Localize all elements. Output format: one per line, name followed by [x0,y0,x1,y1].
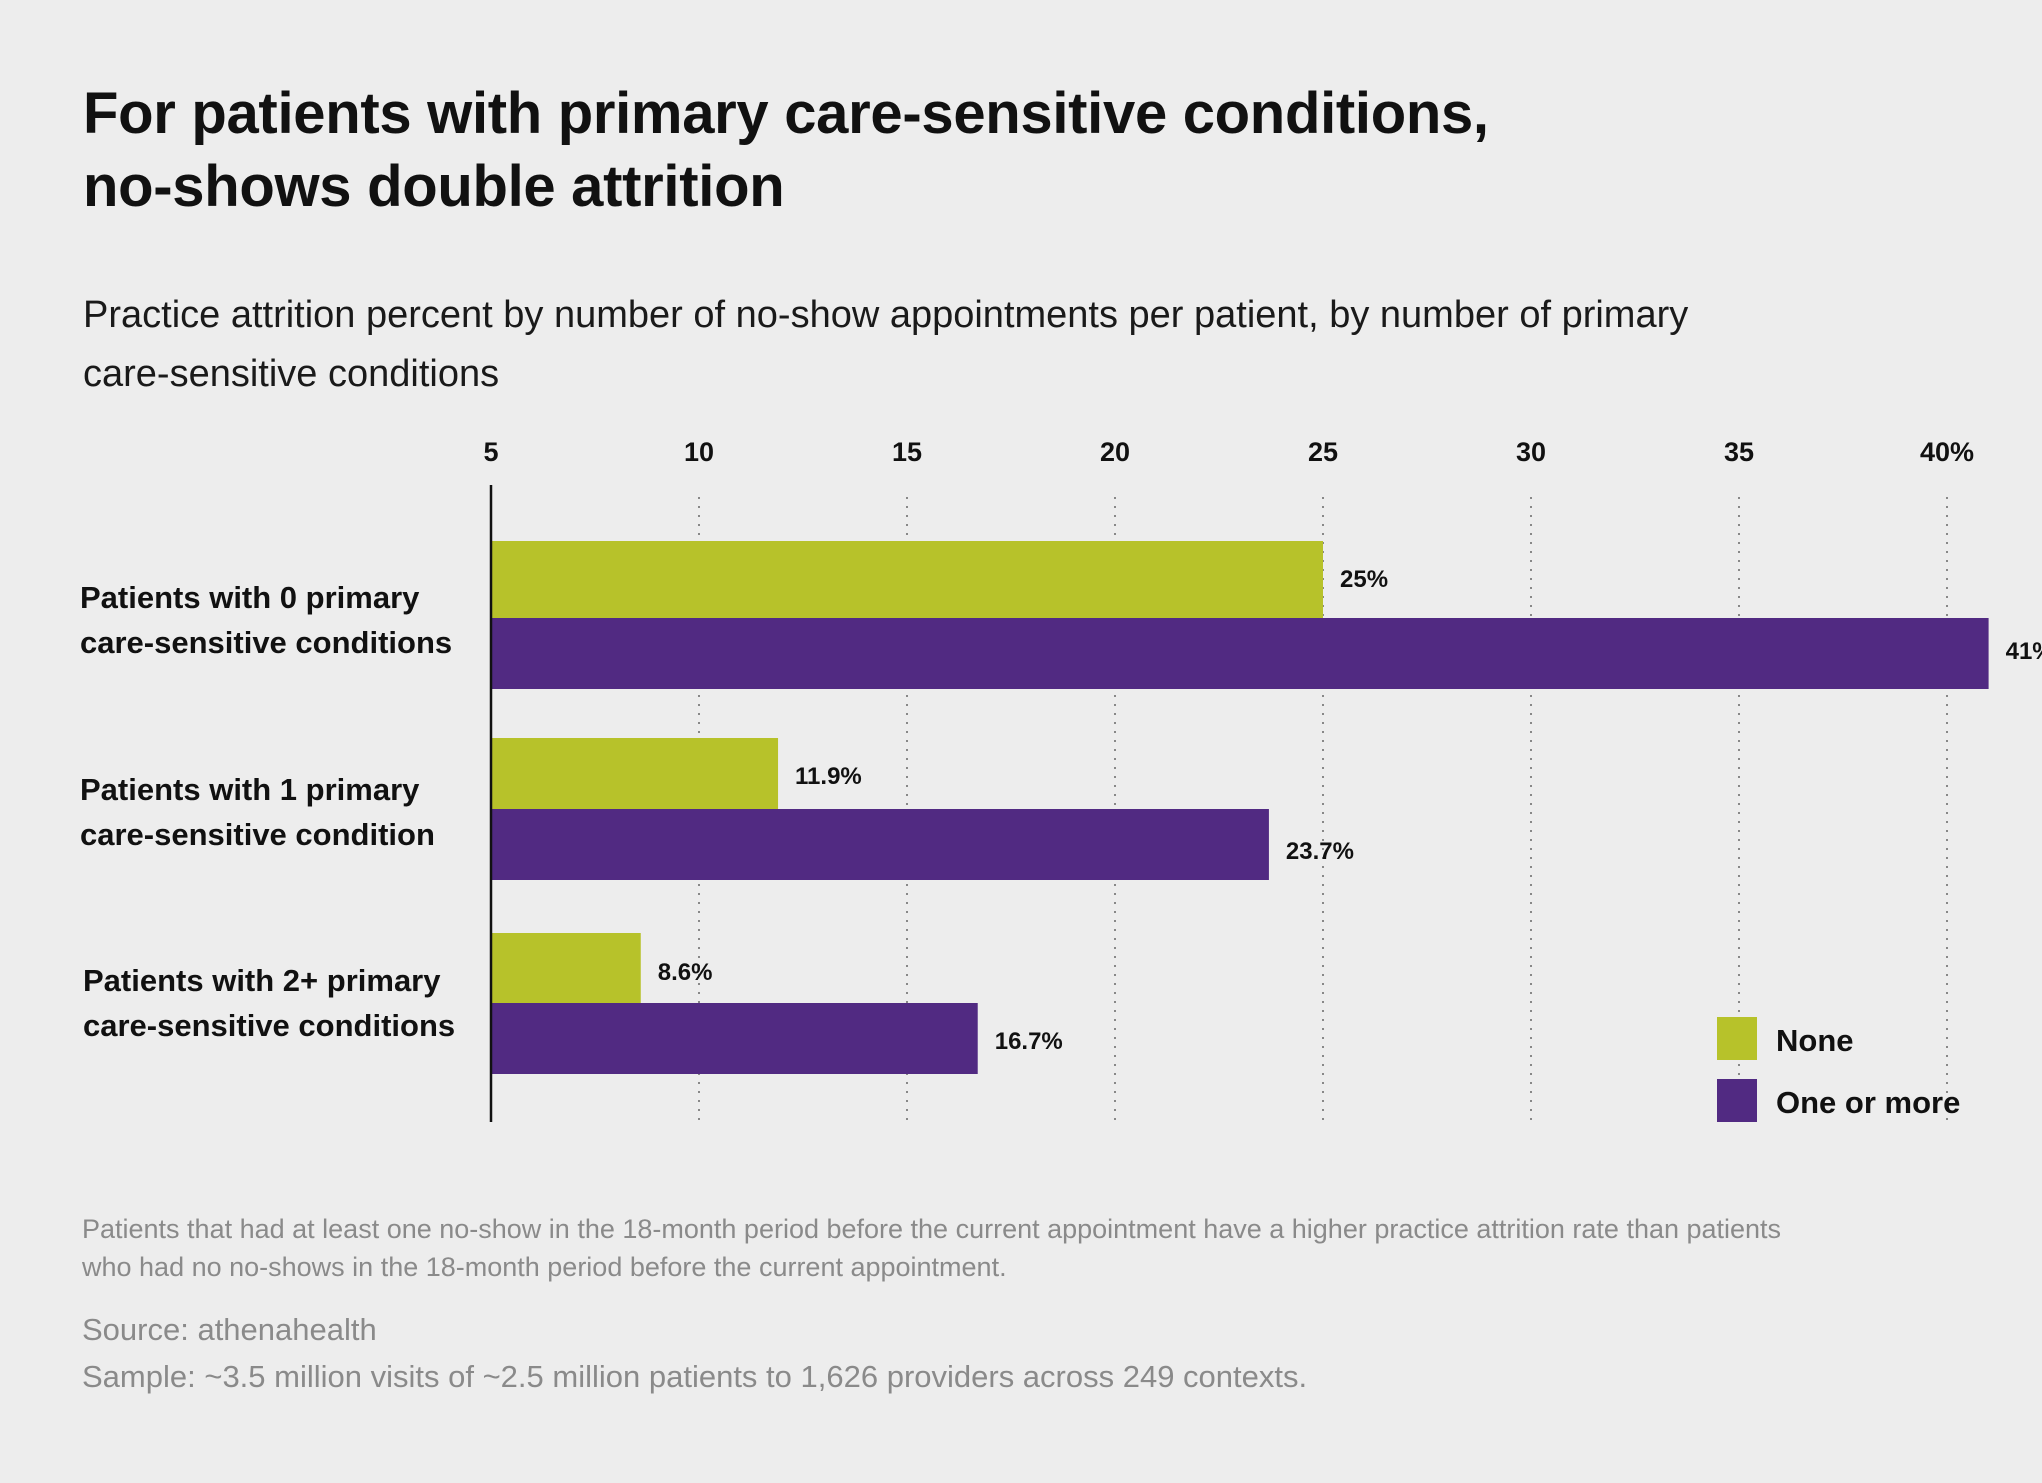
chart-subtitle-line-1: Practice attrition percent by number of … [83,294,1689,336]
chart-title-line-1: For patients with primary care-sensitive… [83,81,1489,146]
chart-note-line-2: who had no no-shows in the 18-month peri… [82,1252,1007,1283]
chart-title-line-2: no-shows double attrition [83,153,785,219]
category-label: care-sensitive conditions [80,625,452,660]
x-tick-label: 25 [1308,437,1338,467]
category-label: Patients with 0 primary [80,580,420,615]
legend-swatch-none [1717,1017,1757,1060]
x-tick-label: 30 [1516,437,1546,467]
bar-one-or-more [491,809,1269,880]
bar-value-label: 41% [2006,638,2042,665]
x-tick-label: 40% [1920,437,1974,467]
bar-chart: 5 10 15 20 25 30 35 40% 25% 11.9% 8.6% 41% 23.7% 16.7… [80,437,2042,1122]
bar-value-label: 23.7% [1286,838,1354,865]
chart-subtitle-line-2: care-sensitive conditions [83,352,500,395]
bar-value-label: 11.9% [795,763,862,790]
chart-subtitle: Practice attrition percent by number of … [83,286,1843,404]
bar-none [491,738,779,809]
legend-label-one-or-more: One or more [1776,1085,1960,1120]
chart-title: For patients with primary care-sensitive… [83,78,1783,223]
category-label: care-sensitive condition [80,817,435,852]
x-tick-label: 10 [684,437,714,467]
x-tick-label: 5 [483,437,498,467]
x-tick-label: 35 [1724,437,1754,467]
bar-value-label: 16.7% [995,1028,1063,1055]
category-label: care-sensitive conditions [83,1008,455,1043]
x-tick-label: 20 [1100,437,1130,467]
legend-swatch-one-or-more [1717,1079,1757,1122]
bar-one-or-more [491,1003,978,1074]
bar-value-label: 8.6% [658,959,713,986]
category-label: Patients with 2+ primary [83,963,441,998]
bar-none [491,933,641,1003]
bar-one-or-more [491,618,1989,689]
legend-label-none: None [1776,1023,1854,1058]
category-label: Patients with 1 primary [80,772,420,807]
bar-value-label: 25% [1340,566,1388,593]
source-text: Source: athenahealth [82,1312,377,1347]
bar-none [491,541,1323,618]
sample-text: Sample: ~3.5 million visits of ~2.5 mill… [82,1358,1308,1394]
x-tick-label: 15 [892,437,922,467]
chart-note: Patients that had at least one no-show i… [82,1210,1982,1287]
source-block: Source: athenahealth Sample: ~3.5 millio… [82,1307,1982,1400]
chart-note-line-1: Patients that had at least one no-show i… [82,1214,1782,1244]
